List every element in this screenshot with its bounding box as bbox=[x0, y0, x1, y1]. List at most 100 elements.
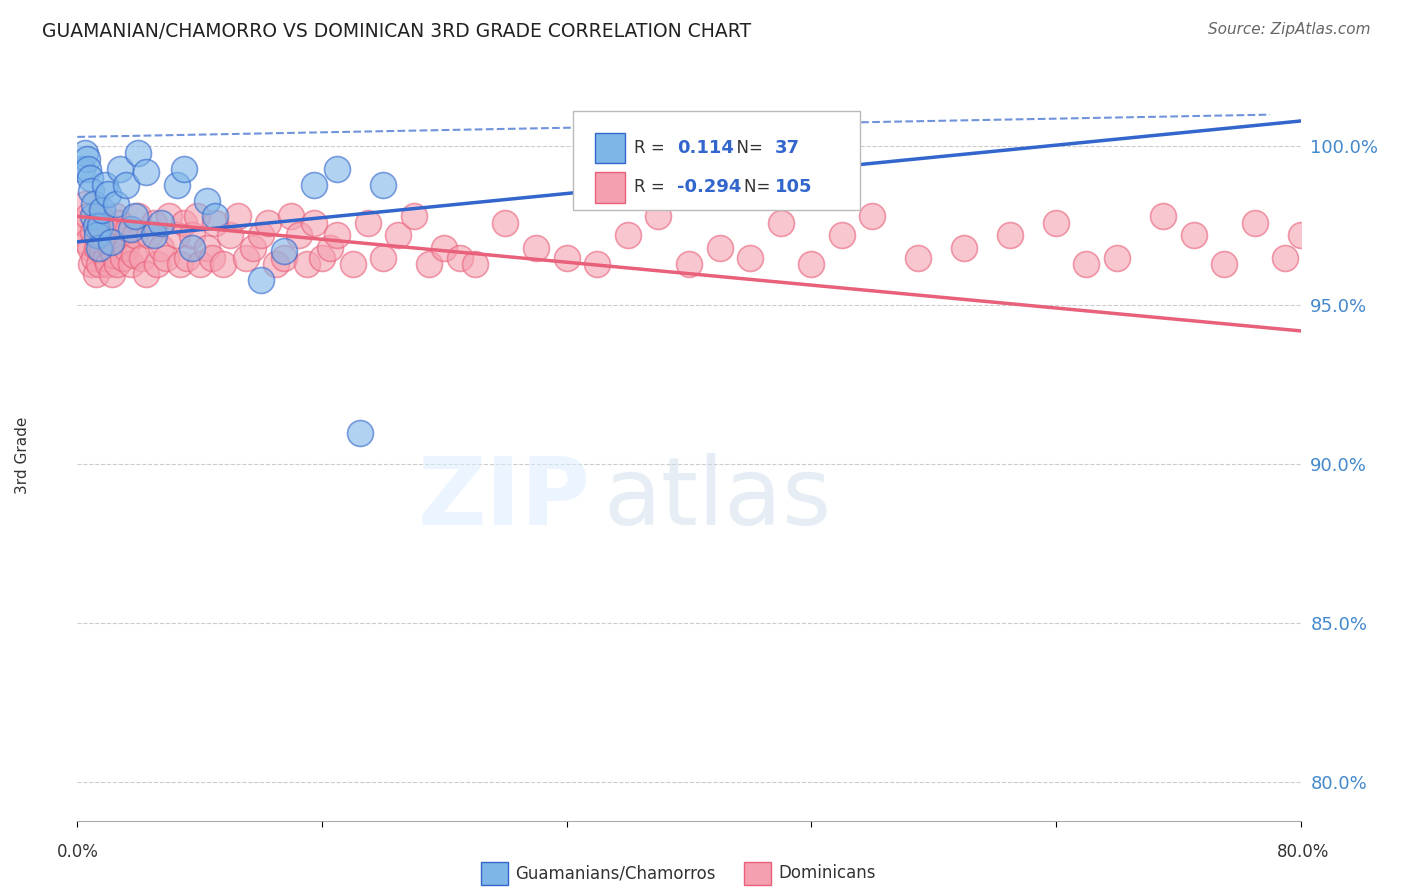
Point bbox=[97, 257, 120, 271]
Point bbox=[235, 251, 257, 265]
Point bbox=[181, 241, 204, 255]
Point bbox=[1213, 257, 1236, 271]
Point bbox=[150, 216, 173, 230]
Text: Source: ZipAtlas.com: Source: ZipAtlas.com bbox=[1208, 22, 1371, 37]
Point bbox=[831, 228, 853, 243]
Point bbox=[211, 257, 233, 271]
Text: ZIP: ZIP bbox=[418, 453, 591, 545]
Text: Guamanians/Chamorros: Guamanians/Chamorros bbox=[515, 864, 716, 882]
Text: -0.294: -0.294 bbox=[676, 178, 741, 196]
Point bbox=[80, 184, 103, 198]
Point bbox=[273, 251, 295, 265]
Text: atlas: atlas bbox=[603, 453, 831, 545]
Text: 80.0%: 80.0% bbox=[1277, 843, 1330, 861]
Point bbox=[433, 241, 456, 255]
Point bbox=[371, 178, 394, 192]
Point bbox=[173, 161, 195, 176]
Point bbox=[112, 251, 135, 265]
Point bbox=[280, 210, 302, 224]
Point bbox=[1305, 210, 1327, 224]
Point bbox=[264, 257, 287, 271]
Text: R =: R = bbox=[634, 139, 669, 157]
Point bbox=[100, 235, 122, 249]
Bar bbox=[481, 862, 508, 885]
Text: 0.114: 0.114 bbox=[676, 139, 734, 157]
Point bbox=[219, 228, 242, 243]
Text: GUAMANIAN/CHAMORRO VS DOMINICAN 3RD GRADE CORRELATION CHART: GUAMANIAN/CHAMORRO VS DOMINICAN 3RD GRAD… bbox=[42, 22, 751, 41]
Point bbox=[124, 210, 146, 224]
Point bbox=[195, 241, 218, 255]
Point bbox=[135, 165, 157, 179]
Point bbox=[166, 228, 188, 243]
Point bbox=[326, 228, 349, 243]
Point bbox=[115, 178, 138, 192]
Point bbox=[201, 251, 224, 265]
Point bbox=[82, 225, 104, 239]
Point bbox=[72, 216, 94, 230]
Point bbox=[188, 257, 211, 271]
FancyBboxPatch shape bbox=[572, 112, 860, 210]
Point bbox=[311, 251, 333, 265]
Point bbox=[94, 216, 117, 230]
Point bbox=[186, 210, 208, 224]
Point bbox=[907, 251, 929, 265]
Point bbox=[555, 251, 578, 265]
Point bbox=[1076, 257, 1098, 271]
Point bbox=[150, 241, 173, 255]
Point bbox=[586, 257, 609, 271]
Point bbox=[73, 196, 96, 211]
Point bbox=[1107, 251, 1129, 265]
Point bbox=[105, 257, 128, 271]
Point bbox=[108, 216, 131, 230]
Point bbox=[100, 241, 122, 255]
Point bbox=[101, 267, 124, 281]
Point bbox=[418, 257, 440, 271]
Point bbox=[326, 161, 349, 176]
Point bbox=[1152, 210, 1174, 224]
Point bbox=[128, 145, 150, 160]
Bar bbox=[595, 133, 626, 163]
Point bbox=[176, 251, 198, 265]
Point bbox=[709, 145, 731, 160]
Point bbox=[83, 196, 105, 211]
Point bbox=[70, 161, 93, 176]
Point bbox=[135, 267, 157, 281]
Point bbox=[257, 216, 280, 230]
Bar bbox=[744, 862, 770, 885]
Point bbox=[89, 219, 111, 233]
Point bbox=[89, 210, 111, 224]
Text: 0.0%: 0.0% bbox=[56, 843, 98, 861]
Point bbox=[709, 241, 731, 255]
Point bbox=[142, 216, 165, 230]
Point bbox=[226, 210, 249, 224]
Point bbox=[120, 257, 142, 271]
Point bbox=[1365, 267, 1388, 281]
Point bbox=[94, 178, 117, 192]
Point bbox=[69, 222, 91, 236]
Point bbox=[79, 171, 101, 186]
Point bbox=[195, 194, 218, 208]
Point bbox=[91, 228, 114, 243]
Point bbox=[86, 228, 108, 243]
Point bbox=[862, 210, 884, 224]
Point bbox=[83, 251, 105, 265]
Point bbox=[524, 241, 547, 255]
Point bbox=[128, 210, 150, 224]
Point bbox=[76, 235, 98, 249]
Point bbox=[204, 210, 226, 224]
Point bbox=[318, 241, 340, 255]
Point bbox=[204, 216, 226, 230]
Point bbox=[96, 251, 118, 265]
Point bbox=[998, 228, 1021, 243]
Point bbox=[617, 228, 640, 243]
Point bbox=[157, 210, 180, 224]
Point bbox=[349, 425, 371, 440]
Point bbox=[402, 210, 425, 224]
Point bbox=[1243, 216, 1265, 230]
Point bbox=[387, 228, 409, 243]
Point bbox=[173, 216, 195, 230]
Point bbox=[1289, 228, 1312, 243]
Point bbox=[273, 244, 295, 259]
Point bbox=[288, 228, 311, 243]
Point bbox=[104, 210, 127, 224]
